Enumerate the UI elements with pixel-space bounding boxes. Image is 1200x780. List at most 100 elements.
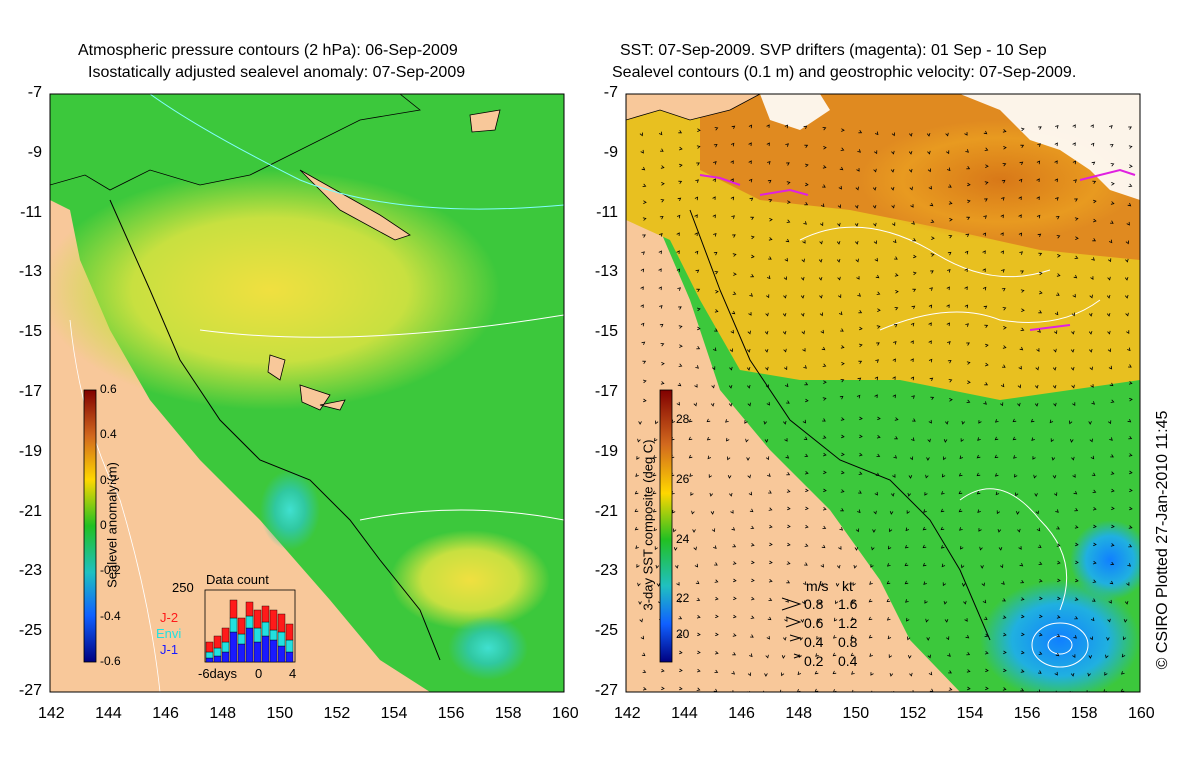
x-tick-label: 150	[842, 705, 870, 722]
velocity-arrow	[837, 204, 841, 209]
velocity-arrow	[659, 305, 663, 309]
velocity-arrow	[801, 600, 806, 605]
velocity-arrow	[1093, 524, 1097, 529]
velocity-arrow	[944, 420, 949, 425]
x-tick-label: 152	[323, 705, 351, 722]
velocity-arrow	[690, 492, 694, 496]
velocity-arrow	[858, 452, 863, 457]
velocity-arrow	[726, 437, 730, 442]
velocity-arrow	[697, 128, 701, 132]
velocity-arrow	[1110, 399, 1115, 403]
velocity-arrow	[858, 309, 863, 314]
velocity-arrow	[707, 455, 712, 460]
velocity-arrow	[875, 274, 880, 279]
velocity-arrow	[1129, 164, 1133, 168]
velocity-arrow	[641, 652, 646, 657]
velocity-arrow	[819, 312, 823, 317]
velocity-arrow	[1110, 561, 1115, 566]
velocity-arrow	[1038, 561, 1043, 565]
velocity-arrow	[1054, 160, 1058, 164]
velocity-arrow	[748, 124, 753, 129]
x-tick-label: 146	[728, 705, 755, 722]
velocity-arrow	[817, 618, 821, 623]
velocity-arrow	[747, 402, 751, 407]
velocity-key-ms: 0.4	[804, 634, 824, 650]
velocity-arrow	[822, 525, 827, 529]
velocity-arrow	[840, 417, 845, 421]
velocity-arrow	[678, 306, 682, 310]
velocity-arrow	[833, 617, 838, 622]
velocity-arrow	[768, 256, 772, 260]
velocity-arrow	[1020, 270, 1024, 274]
velocity-arrow	[678, 615, 683, 620]
velocity-arrow	[727, 475, 732, 479]
velocity-arrow	[785, 143, 789, 147]
velocity-arrow	[750, 273, 755, 278]
velocity-arrow	[851, 599, 856, 604]
velocity-arrow	[781, 672, 785, 677]
velocity-arrow	[854, 240, 859, 245]
velocity-arrow	[1072, 474, 1076, 478]
velocity-arrow	[786, 162, 790, 166]
sla-colorbar	[83, 389, 97, 663]
velocity-arrow	[984, 147, 989, 151]
velocity-arrow	[678, 180, 683, 185]
velocity-arrow	[1002, 598, 1006, 602]
velocity-arrow	[1074, 542, 1079, 547]
velocity-arrow	[905, 527, 910, 532]
velocity-arrow	[940, 545, 945, 549]
velocity-arrow	[749, 293, 753, 297]
velocity-arrow	[1070, 672, 1075, 677]
velocity-arrow	[995, 491, 1000, 496]
velocity-arrow	[840, 434, 845, 439]
velocity-arrow	[767, 179, 772, 184]
velocity-arrow	[1127, 563, 1131, 567]
velocity-arrow	[1074, 255, 1079, 259]
velocity-arrow	[891, 132, 895, 137]
velocity-arrow	[1091, 598, 1096, 602]
velocity-arrow	[1018, 232, 1023, 237]
velocity-arrow	[852, 582, 856, 587]
velocity-arrow	[1128, 381, 1133, 385]
velocity-arrow	[1032, 456, 1036, 460]
velocity-arrow	[984, 362, 989, 367]
velocity-arrow	[1128, 470, 1133, 475]
velocity-arrow	[676, 232, 680, 237]
velocity-arrow	[642, 398, 647, 403]
velocity-arrow	[1039, 614, 1043, 619]
velocity-arrow	[714, 669, 719, 673]
velocity-arrow	[984, 650, 989, 655]
shelf-contour-left	[109, 199, 441, 661]
velocity-arrow	[928, 185, 932, 190]
velocity-arrow	[1124, 276, 1129, 281]
velocity-arrow	[745, 438, 749, 443]
velocity-arrow	[1012, 436, 1017, 441]
drifter-track-4	[1079, 168, 1136, 181]
data-count-bar	[221, 627, 230, 643]
x-tick-label: 156	[437, 705, 465, 722]
velocity-arrow	[911, 437, 915, 442]
velocity-arrow	[985, 668, 989, 673]
velocity-arrow	[1074, 578, 1079, 583]
velocity-arrow	[1090, 276, 1094, 280]
velocity-arrow	[800, 312, 805, 317]
velocity-arrow	[1106, 637, 1110, 641]
y-tick-label: -27	[594, 682, 618, 699]
velocity-arrow	[1092, 560, 1097, 565]
velocity-key-ms: 0.8	[804, 596, 824, 612]
velocity-arrow	[874, 491, 878, 496]
velocity-arrow	[1038, 632, 1043, 637]
velocity-arrow	[1002, 307, 1007, 311]
x-tick-label: 148	[785, 705, 813, 722]
y-tick-label: -11	[20, 203, 42, 221]
velocity-arrow-field	[634, 124, 1133, 692]
x-tick-label: 156	[1013, 705, 1041, 722]
velocity-arrow	[984, 198, 988, 202]
velocity-arrow	[893, 323, 898, 328]
velocity-arrow	[873, 240, 877, 245]
velocity-arrow	[765, 312, 769, 317]
velocity-arrow	[750, 634, 754, 638]
velocity-arrow	[786, 219, 791, 223]
velocity-arrow	[655, 420, 659, 425]
velocity-arrow	[1111, 524, 1115, 529]
